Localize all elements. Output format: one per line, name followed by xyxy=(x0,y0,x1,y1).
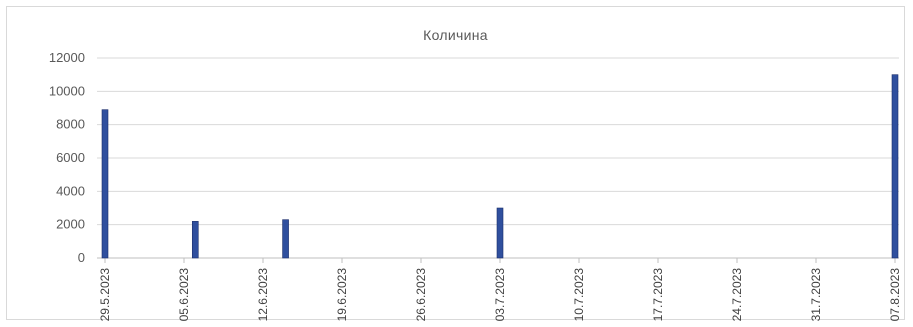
x-tick-label: 10.7.2023 xyxy=(572,268,586,321)
y-tick-label: 0 xyxy=(78,250,85,265)
x-tick-label: 19.6.2023 xyxy=(335,268,349,321)
x-tick-label: 05.6.2023 xyxy=(177,268,191,321)
y-tick-label: 8000 xyxy=(56,117,85,132)
x-tick-label: 17.7.2023 xyxy=(651,268,665,321)
y-axis-ticks: 0 2000 4000 6000 8000 10000 12000 xyxy=(49,50,85,265)
x-tick-label: 07.8.2023 xyxy=(888,268,902,321)
y-tick-label: 4000 xyxy=(56,183,85,198)
x-tick-label: 31.7.2023 xyxy=(809,268,823,321)
x-tick-label: 29.5.2023 xyxy=(98,268,112,321)
x-tick-label: 12.6.2023 xyxy=(256,268,270,321)
bar xyxy=(891,74,899,259)
x-tick-label: 24.7.2023 xyxy=(730,268,744,321)
chart-plot: 0 2000 4000 6000 8000 10000 12000 29.5.2023 05.… xyxy=(49,50,902,321)
x-tick-label: 03.7.2023 xyxy=(493,268,507,321)
y-tick-label: 6000 xyxy=(56,150,85,165)
chart-title: Количина xyxy=(423,27,488,43)
y-tick-label: 2000 xyxy=(56,217,85,232)
x-axis-ticks: 29.5.2023 05.6.2023 12.6.2023 19.6.2023 26.6… xyxy=(98,258,902,321)
bar xyxy=(496,207,504,259)
bar xyxy=(282,219,289,259)
bar xyxy=(101,109,109,259)
bars xyxy=(101,74,899,259)
x-tick-label: 26.6.2023 xyxy=(414,268,428,321)
bar xyxy=(191,221,199,259)
chart-area: Количина 0 2000 4000 6000 8000 10000 12000 29.… xyxy=(6,6,905,321)
y-tick-label: 12000 xyxy=(49,50,85,65)
y-tick-label: 10000 xyxy=(49,83,85,98)
